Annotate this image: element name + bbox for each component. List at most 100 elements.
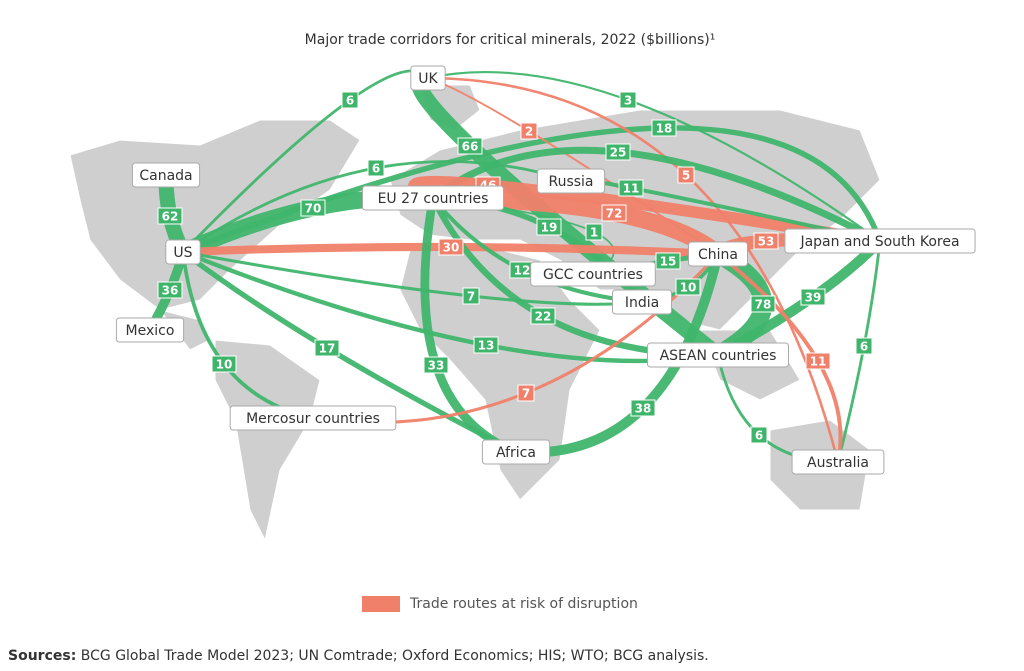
value-badge <box>601 204 627 222</box>
node-label: EU 27 countries <box>378 191 489 207</box>
route-value: 12 <box>514 264 531 278</box>
route-value: 15 <box>660 255 677 269</box>
value-badge <box>536 218 562 236</box>
node-box <box>688 241 748 267</box>
sources-label: Sources: <box>8 648 76 664</box>
node-box <box>791 449 885 475</box>
node-box <box>536 168 606 194</box>
route-value: 70 <box>305 202 322 216</box>
node-box <box>612 289 672 315</box>
value-badge <box>750 295 776 313</box>
route-value: 7 <box>522 387 530 401</box>
value-badge <box>438 238 464 256</box>
value-badge <box>619 91 637 109</box>
node-box <box>165 239 201 265</box>
value-badge <box>677 166 695 184</box>
sources: Sources: BCG Global Trade Model 2023; UN… <box>8 648 709 664</box>
node-box <box>481 439 551 465</box>
route-value: 6 <box>346 94 354 108</box>
node-label: Australia <box>807 455 869 471</box>
route-value: 6 <box>755 429 763 443</box>
node-box <box>362 185 504 211</box>
node-label: Russia <box>548 174 593 190</box>
value-badge <box>651 119 677 137</box>
legend-swatch <box>362 596 400 612</box>
route-value: 7 <box>467 290 475 304</box>
node-label: UK <box>418 71 438 87</box>
route-value: 66 <box>462 140 479 154</box>
value-badge <box>157 207 183 225</box>
sources-text: BCG Global Trade Model 2023; UN Comtrade… <box>81 648 709 664</box>
route-value: 11 <box>810 355 827 369</box>
value-badge <box>457 137 483 155</box>
route-value: 10 <box>216 358 233 372</box>
node-box <box>784 228 976 254</box>
value-badge <box>517 384 535 402</box>
route-value: 17 <box>319 342 336 356</box>
node-box <box>410 65 446 91</box>
value-badge <box>314 339 340 357</box>
route-value: 6 <box>372 162 380 176</box>
node-label: GCC countries <box>543 267 643 283</box>
value-badge <box>805 352 831 370</box>
value-badge <box>300 199 326 217</box>
route-value: 18 <box>656 122 673 136</box>
node-label: Mexico <box>126 323 175 339</box>
route-value: 10 <box>680 281 697 295</box>
node-box <box>115 317 185 343</box>
route-value: 22 <box>535 310 552 324</box>
route-value: 6 <box>860 340 868 354</box>
route-value: 11 <box>623 182 640 196</box>
value-badge <box>341 91 359 109</box>
value-badge <box>473 336 499 354</box>
node-label: Canada <box>139 168 192 184</box>
route-value: 5 <box>682 169 690 183</box>
value-badge <box>753 232 779 250</box>
value-badge <box>520 122 538 140</box>
route-value: 39 <box>805 291 822 305</box>
route-value: 25 <box>610 146 627 160</box>
value-badge <box>675 278 701 296</box>
node-label: China <box>698 247 738 263</box>
route-value: 36 <box>162 284 179 298</box>
node-box <box>131 162 201 188</box>
value-badge <box>605 143 631 161</box>
value-badge <box>157 281 183 299</box>
node-label: ASEAN countries <box>660 348 777 364</box>
node-label: Mercosur countries <box>246 411 380 427</box>
value-badge <box>423 356 449 374</box>
value-badge <box>211 355 237 373</box>
legend-label: Trade routes at risk of disruption <box>409 596 638 612</box>
value-badge <box>855 337 873 355</box>
route-value: 2 <box>525 125 533 139</box>
value-badge <box>585 223 603 241</box>
route-value: 62 <box>162 210 179 224</box>
value-badge <box>530 307 556 325</box>
route-value: 30 <box>443 241 460 255</box>
value-badge <box>750 426 768 444</box>
node-label: Africa <box>496 445 536 461</box>
value-badge <box>367 159 385 177</box>
route-value: 53 <box>758 235 775 249</box>
route-value: 33 <box>428 359 445 373</box>
node-box <box>647 342 789 368</box>
value-badge <box>462 287 480 305</box>
route-value: 78 <box>755 298 772 312</box>
route-value: 38 <box>635 402 652 416</box>
value-badge <box>630 399 656 417</box>
labels: 6318266525662704672111913053121571022133… <box>115 65 976 475</box>
route-value: 3 <box>624 94 632 108</box>
node-box <box>530 261 656 287</box>
route-value: 19 <box>541 221 558 235</box>
node-label: India <box>625 295 659 311</box>
route-value: 13 <box>478 339 495 353</box>
title: Major trade corridors for critical miner… <box>305 32 716 48</box>
route-value: 1 <box>590 226 598 240</box>
value-badge <box>618 179 644 197</box>
value-badge <box>800 288 826 306</box>
route-value: 72 <box>606 207 623 221</box>
node-label: US <box>173 245 192 261</box>
node-box <box>229 405 397 431</box>
node-label: Japan and South Korea <box>799 234 959 250</box>
